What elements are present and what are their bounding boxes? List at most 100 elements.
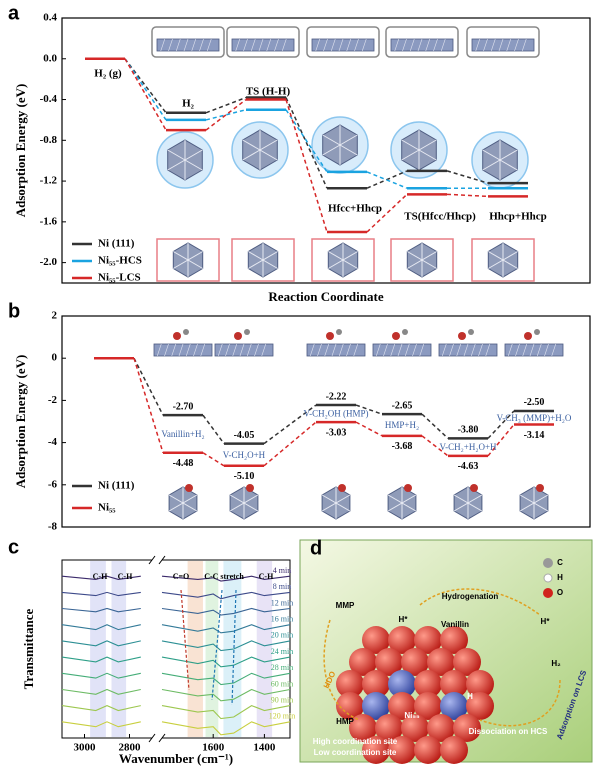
slab-line bbox=[475, 38, 481, 52]
legend-label: Ni (111) bbox=[98, 480, 135, 492]
connector bbox=[487, 410, 515, 439]
plot-frame bbox=[61, 315, 591, 528]
series-label: 8 min bbox=[273, 582, 291, 591]
slab-line bbox=[515, 343, 520, 357]
atom bbox=[466, 692, 494, 720]
slab-line bbox=[433, 38, 438, 52]
slab-line bbox=[419, 343, 425, 357]
spectrum bbox=[61, 640, 141, 647]
state-label: Vanillin+H₂ bbox=[161, 429, 204, 439]
cluster-bond bbox=[168, 494, 198, 512]
adsorbate-icon bbox=[185, 484, 193, 492]
slab-line bbox=[309, 343, 315, 357]
cluster-bond bbox=[407, 251, 437, 269]
atom bbox=[349, 648, 377, 676]
slab-icon bbox=[306, 343, 366, 357]
slab-line bbox=[544, 343, 549, 357]
slab-line bbox=[440, 38, 446, 52]
cluster-bond bbox=[519, 494, 549, 512]
spectrum bbox=[61, 688, 141, 695]
state-label: V-CH₃ (MMP)+H₂O bbox=[497, 413, 572, 423]
slab-line bbox=[250, 38, 256, 52]
scheme-label: HMP bbox=[336, 717, 354, 726]
slab-line bbox=[191, 38, 197, 52]
scheme-label: Hydrogenation bbox=[442, 592, 499, 601]
slab-line bbox=[254, 343, 259, 357]
slab-line bbox=[160, 38, 166, 52]
cluster-bond bbox=[167, 149, 203, 171]
x-axis-label: Wavenumber (cm⁻¹) bbox=[119, 751, 233, 766]
slab-line bbox=[551, 343, 557, 357]
state-label: H₂ (g) bbox=[94, 68, 122, 80]
y-tick-label: 2 bbox=[52, 310, 58, 322]
slab-line bbox=[346, 343, 351, 357]
connector bbox=[285, 97, 328, 189]
cluster-bond bbox=[321, 494, 351, 512]
connector bbox=[421, 413, 449, 439]
y-tick-label: -2.0 bbox=[40, 256, 58, 268]
spectrum bbox=[161, 656, 291, 668]
y-tick-label: -1.2 bbox=[40, 175, 58, 187]
break-mark bbox=[148, 555, 156, 565]
atom bbox=[401, 648, 429, 676]
cluster-bond bbox=[322, 134, 358, 156]
atom-key bbox=[543, 558, 553, 568]
legend-label: Ni₅₅-HCS bbox=[98, 255, 142, 267]
y-tick-label: -2 bbox=[48, 394, 58, 406]
adsorbate-icon bbox=[402, 329, 408, 335]
adsorbate-icon bbox=[173, 332, 181, 340]
value-label: -4.63 bbox=[458, 461, 479, 472]
scheme-label: Ni₅₅ bbox=[404, 711, 420, 720]
value-label: -4.05 bbox=[234, 430, 255, 441]
slab-line bbox=[338, 343, 344, 357]
slab-line bbox=[485, 343, 491, 357]
atom bbox=[388, 692, 416, 720]
x-axis-label: Reaction Coordinate bbox=[268, 289, 383, 304]
connector bbox=[366, 171, 408, 189]
slab-line bbox=[514, 38, 519, 52]
slab-line bbox=[478, 343, 483, 357]
y-axis-label: Transmittance bbox=[21, 608, 36, 689]
slab-line bbox=[507, 343, 513, 357]
slab-line bbox=[331, 343, 337, 357]
band-shade bbox=[205, 561, 219, 737]
y-tick-label: -0.8 bbox=[40, 134, 58, 146]
slab-icon bbox=[231, 38, 295, 52]
adsorbate-icon bbox=[246, 484, 254, 492]
plot-frame bbox=[61, 559, 291, 739]
atom bbox=[375, 714, 403, 742]
atom bbox=[414, 626, 442, 654]
state-label: V-CH₂O+H bbox=[223, 450, 266, 460]
series-label: 12 min bbox=[271, 598, 293, 607]
atom bbox=[453, 648, 481, 676]
slab-line bbox=[232, 343, 238, 357]
spectrum bbox=[161, 688, 291, 702]
connector bbox=[446, 193, 489, 198]
state-label: TS (H-H) bbox=[246, 86, 291, 98]
slab-line bbox=[258, 38, 264, 52]
axis-break bbox=[152, 558, 162, 562]
connector bbox=[366, 193, 408, 233]
slab-icon bbox=[504, 343, 564, 357]
scheme-label: Dissociation on HCS bbox=[469, 727, 548, 736]
state-label: V-CH₂OH (HMP) bbox=[303, 409, 368, 419]
slab-line bbox=[536, 343, 542, 357]
connector bbox=[133, 357, 164, 453]
slab-line bbox=[529, 343, 535, 357]
scheme-label: H* bbox=[541, 617, 551, 626]
scheme-label: Low coordination site bbox=[314, 748, 397, 757]
cluster-bond bbox=[328, 251, 358, 269]
slab-line bbox=[425, 38, 431, 52]
cluster-bond bbox=[229, 494, 259, 512]
slab-line bbox=[239, 343, 245, 357]
atom bbox=[440, 736, 468, 764]
slab-line bbox=[498, 38, 504, 52]
axis-break bbox=[152, 736, 162, 740]
legend-label: Ni (111) bbox=[98, 238, 135, 250]
pathway-arrow bbox=[419, 588, 541, 616]
slab-line bbox=[409, 38, 415, 52]
band-label: C=O bbox=[173, 572, 190, 581]
adsorbate-icon bbox=[468, 329, 474, 335]
slab-line bbox=[463, 343, 469, 357]
